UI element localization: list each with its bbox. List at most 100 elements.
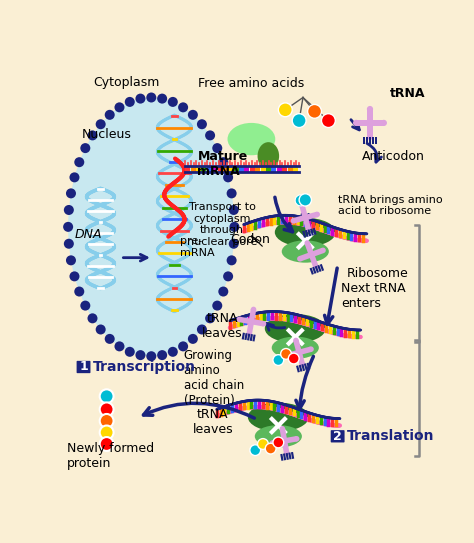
Circle shape bbox=[70, 172, 80, 182]
Bar bbox=[372, 137, 374, 144]
Circle shape bbox=[205, 130, 215, 141]
Ellipse shape bbox=[255, 425, 302, 447]
Circle shape bbox=[281, 349, 292, 359]
Circle shape bbox=[157, 93, 167, 104]
Bar bbox=[315, 266, 319, 273]
Bar bbox=[310, 229, 314, 236]
Bar bbox=[246, 309, 256, 334]
Bar bbox=[252, 334, 255, 342]
Bar bbox=[304, 363, 308, 370]
Text: Free amino acids: Free amino acids bbox=[198, 78, 304, 91]
Circle shape bbox=[353, 120, 359, 126]
Circle shape bbox=[229, 222, 239, 232]
Bar bbox=[272, 166, 276, 172]
Circle shape bbox=[88, 130, 98, 141]
Bar bbox=[299, 365, 302, 372]
Bar bbox=[363, 137, 365, 144]
Text: tRNA brings amino
acid to ribosome: tRNA brings amino acid to ribosome bbox=[337, 194, 442, 216]
Bar bbox=[280, 428, 289, 453]
Circle shape bbox=[300, 203, 305, 209]
Circle shape bbox=[105, 334, 115, 344]
Circle shape bbox=[314, 212, 320, 217]
Circle shape bbox=[223, 172, 233, 182]
Bar bbox=[375, 137, 377, 144]
Circle shape bbox=[284, 353, 290, 358]
Circle shape bbox=[261, 321, 266, 326]
Circle shape bbox=[205, 313, 215, 323]
Text: Newly formed
protein: Newly formed protein bbox=[66, 443, 154, 470]
Bar bbox=[288, 452, 292, 459]
Circle shape bbox=[297, 256, 303, 262]
Bar bbox=[247, 333, 250, 340]
Circle shape bbox=[100, 414, 114, 428]
FancyBboxPatch shape bbox=[331, 430, 345, 443]
Circle shape bbox=[96, 119, 106, 129]
Circle shape bbox=[105, 110, 115, 120]
Bar bbox=[283, 453, 286, 460]
Bar bbox=[296, 365, 300, 372]
Text: Transport to
cytoplasm
through
nuclear pore: Transport to cytoplasm through nuclear p… bbox=[187, 202, 257, 247]
Bar bbox=[320, 264, 324, 271]
Circle shape bbox=[257, 439, 268, 450]
Circle shape bbox=[66, 255, 76, 266]
Text: Growing
amino
acid chain
(Protein): Growing amino acid chain (Protein) bbox=[183, 349, 244, 407]
Ellipse shape bbox=[275, 218, 336, 247]
Bar bbox=[367, 109, 373, 137]
Circle shape bbox=[246, 331, 252, 337]
Bar bbox=[293, 340, 305, 365]
Bar bbox=[317, 265, 321, 272]
Bar bbox=[291, 452, 294, 459]
Circle shape bbox=[219, 157, 228, 167]
Bar bbox=[280, 454, 283, 461]
Circle shape bbox=[188, 334, 198, 344]
Text: tRNA
leaves: tRNA leaves bbox=[202, 312, 242, 339]
Circle shape bbox=[278, 103, 292, 117]
Circle shape bbox=[74, 287, 84, 296]
Circle shape bbox=[229, 239, 239, 249]
Bar bbox=[312, 267, 317, 274]
Bar bbox=[261, 166, 265, 172]
Circle shape bbox=[284, 450, 290, 456]
Circle shape bbox=[219, 287, 228, 296]
Circle shape bbox=[306, 227, 311, 232]
Bar bbox=[366, 137, 368, 144]
Circle shape bbox=[114, 102, 125, 112]
Bar bbox=[250, 334, 253, 341]
Bar bbox=[288, 166, 292, 172]
Bar bbox=[286, 346, 312, 358]
Circle shape bbox=[308, 104, 321, 118]
Ellipse shape bbox=[228, 123, 275, 155]
Bar bbox=[293, 166, 298, 172]
Circle shape bbox=[74, 157, 84, 167]
Circle shape bbox=[294, 436, 300, 441]
Circle shape bbox=[146, 351, 156, 361]
Bar bbox=[300, 205, 311, 230]
Bar bbox=[207, 166, 212, 172]
Circle shape bbox=[64, 205, 74, 215]
Circle shape bbox=[367, 106, 373, 112]
Text: Nucleus: Nucleus bbox=[82, 128, 132, 141]
Circle shape bbox=[80, 143, 91, 153]
Bar bbox=[266, 166, 271, 172]
Bar bbox=[234, 166, 239, 172]
Circle shape bbox=[299, 194, 311, 206]
Text: Cytoplasm: Cytoplasm bbox=[93, 76, 159, 89]
Circle shape bbox=[178, 102, 188, 112]
Circle shape bbox=[197, 325, 207, 334]
Circle shape bbox=[136, 350, 146, 360]
Bar bbox=[302, 231, 306, 238]
Bar bbox=[244, 333, 247, 340]
Circle shape bbox=[125, 347, 135, 357]
Circle shape bbox=[292, 113, 306, 128]
Bar bbox=[245, 166, 249, 172]
Circle shape bbox=[114, 342, 125, 351]
Circle shape bbox=[250, 445, 261, 456]
Circle shape bbox=[223, 272, 233, 281]
Circle shape bbox=[229, 205, 239, 215]
Bar bbox=[356, 120, 384, 126]
Bar bbox=[191, 166, 196, 172]
Circle shape bbox=[288, 353, 299, 364]
Circle shape bbox=[70, 272, 80, 281]
Bar bbox=[242, 332, 245, 339]
Text: Next tRNA
enters: Next tRNA enters bbox=[341, 282, 406, 310]
